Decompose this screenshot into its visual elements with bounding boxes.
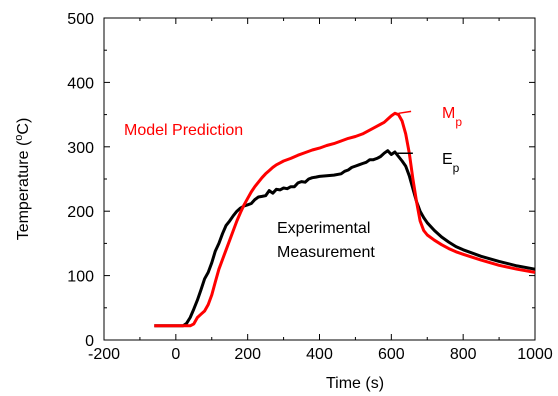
series-layer xyxy=(154,111,536,328)
model-prediction-line xyxy=(154,111,536,328)
model-prediction-label: Model Prediction xyxy=(124,122,243,139)
x-tick-label: 1000 xyxy=(517,346,553,363)
y-tick-label: 0 xyxy=(85,333,94,350)
mp-label-main: M xyxy=(442,105,455,122)
y-tick-label: 200 xyxy=(67,204,94,221)
x-axis-ticks: -200 0 200 400 600 800 1000 xyxy=(88,18,553,363)
plot-frame xyxy=(103,17,536,341)
y-tick-label: 100 xyxy=(67,269,94,286)
y-axis-title-degree: o xyxy=(13,135,25,141)
x-tick-label: 400 xyxy=(306,346,333,363)
x-tick-label: 800 xyxy=(450,346,477,363)
x-axis-title: Time (s) xyxy=(326,375,384,392)
ep-label-main: E xyxy=(442,151,453,168)
experimental-label-line1: Experimental xyxy=(277,220,370,237)
y-axis-title: Temperature (oC) xyxy=(13,118,32,241)
plot-border xyxy=(103,17,536,341)
x-tick-label: 600 xyxy=(378,346,405,363)
mp-label: Mp xyxy=(442,105,462,129)
x-tick-label: -200 xyxy=(88,346,120,363)
y-tick-label: 400 xyxy=(67,75,94,92)
y-axis-title-suffix: C) xyxy=(15,118,32,135)
x-tick-label: 200 xyxy=(234,346,261,363)
y-tick-label: 500 xyxy=(67,11,94,28)
mp-label-sub: p xyxy=(455,115,462,129)
experimental-label-line2: Measurement xyxy=(277,244,375,261)
mp-marker-line xyxy=(398,110,412,115)
y-axis-ticks: 0 100 200 300 400 500 xyxy=(67,11,535,350)
y-tick-label: 300 xyxy=(67,140,94,157)
x-tick-label: 0 xyxy=(171,346,180,363)
ep-label: Ep xyxy=(442,151,460,175)
ep-label-sub: p xyxy=(453,161,460,175)
y-axis-title-prefix: Temperature ( xyxy=(15,140,32,240)
